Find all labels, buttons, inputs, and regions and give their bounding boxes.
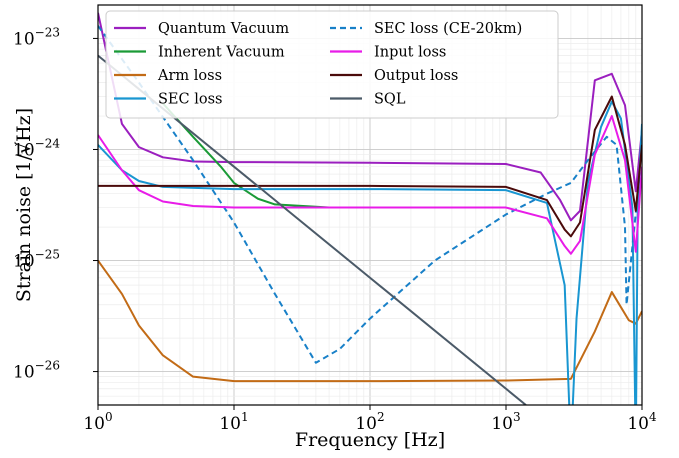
- x-tick-label: 102: [355, 410, 384, 434]
- legend-label: SQL: [374, 92, 406, 108]
- legend-label: Quantum Vacuum: [158, 21, 289, 37]
- x-tick-label: 100: [83, 410, 112, 434]
- series-line-sec-loss: [98, 100, 642, 405]
- legend-label: Arm loss: [157, 68, 222, 84]
- y-axis-label: Strain noise [1/√Hz]: [13, 108, 35, 302]
- legend-label: Inherent Vacuum: [158, 45, 285, 61]
- y-tick-label: 10−23: [13, 25, 60, 49]
- y-tick-label: 10−24: [13, 136, 60, 160]
- legend-label: Output loss: [374, 68, 458, 84]
- series-line-input-loss: [98, 115, 642, 255]
- legend-label: SEC loss (CE-20km): [374, 21, 522, 37]
- x-tick-label: 103: [491, 410, 520, 434]
- legend-label: SEC loss: [158, 92, 222, 108]
- series-line-quantum-vacuum: [98, 12, 642, 222]
- x-tick-label: 101: [219, 410, 248, 434]
- legend-box: [105, 10, 559, 119]
- legend-label: Input loss: [374, 45, 446, 61]
- x-tick-label: 104: [627, 410, 657, 434]
- series-line-sql: [98, 54, 527, 405]
- y-tick-label: 10−26: [13, 359, 60, 383]
- axis-ticks: 100 101 102 103 104 10−26 10−25 10−24 10−23: [13, 25, 657, 434]
- y-tick-label: 10−25: [13, 248, 60, 272]
- legend: Quantum Vacuum Inherent Vacuum Arm loss SEC…: [105, 10, 559, 119]
- series-line-sec-loss-ce-20km: [98, 25, 642, 364]
- x-axis-label: Frequency [Hz]: [295, 429, 445, 451]
- series-lines: [98, 12, 642, 405]
- series-line-output-loss: [98, 95, 642, 238]
- series-line-arm-loss: [98, 259, 642, 383]
